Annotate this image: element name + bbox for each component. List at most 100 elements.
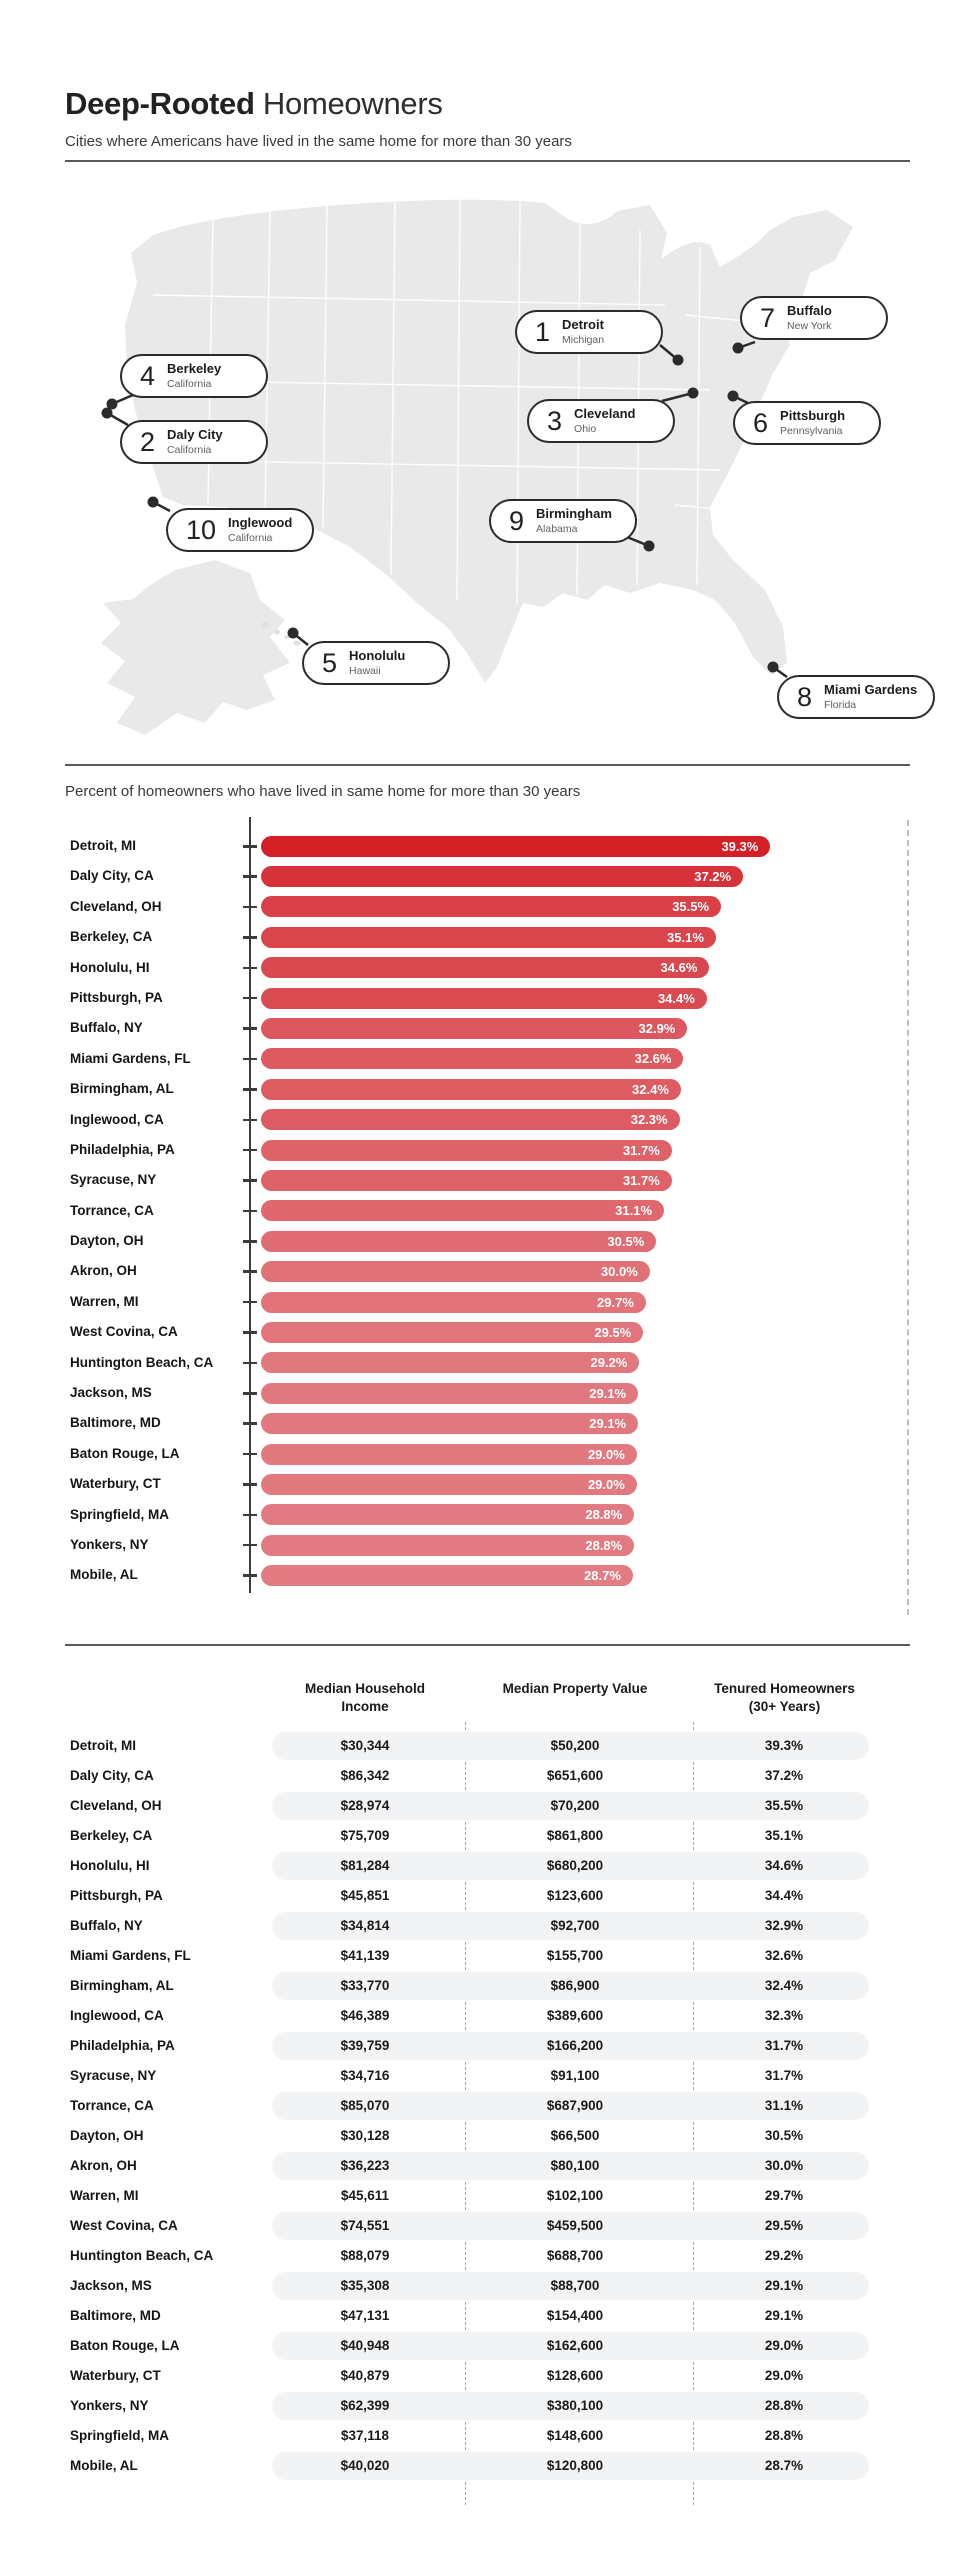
chart-axis-line bbox=[249, 817, 251, 1593]
table-cell-tenure: 28.8% bbox=[764, 2428, 804, 2443]
bar-value-label: 32.4% bbox=[632, 1081, 669, 1097]
table-cell-city: Mobile, AL bbox=[70, 2458, 138, 2473]
axis-tick bbox=[243, 1209, 257, 1213]
table-cell-income: $47,131 bbox=[340, 2308, 390, 2323]
callout-city: Buffalo bbox=[787, 303, 832, 318]
map-callout-miami-gardens: 8 Miami Gardens Florida bbox=[777, 675, 936, 719]
table-row: Akron, OH $36,223 $80,100 30.0% bbox=[0, 2151, 975, 2181]
axis-tick bbox=[243, 1422, 257, 1425]
bar-row: Daly City, CA 37.2% bbox=[0, 861, 975, 891]
table-cell-property-value: $154,400 bbox=[546, 2308, 604, 2323]
bar-value-label: 39.3% bbox=[721, 838, 759, 854]
table-cell-city: Miami Gardens, FL bbox=[70, 1948, 191, 1963]
axis-tick bbox=[243, 1270, 257, 1273]
table-cell-income: $37,118 bbox=[340, 2428, 390, 2443]
axis-tick bbox=[243, 1331, 257, 1334]
bar-row: Birmingham, AL 32.4% bbox=[0, 1074, 975, 1104]
bar-row: Baton Rouge, LA 29.0% bbox=[0, 1439, 975, 1469]
bar: 34.6% bbox=[261, 957, 710, 979]
row-highlight bbox=[272, 2452, 869, 2480]
table-cell-income: $40,020 bbox=[340, 2458, 390, 2473]
row-highlight bbox=[272, 1732, 869, 1760]
table-cell-income: $86,342 bbox=[340, 1768, 390, 1783]
callout-state: New York bbox=[787, 319, 832, 332]
callout-city: Miami Gardens bbox=[824, 682, 918, 697]
table-cell-city: Philadelphia, PA bbox=[70, 2038, 175, 2053]
row-highlight bbox=[272, 1912, 869, 1940]
callout-rank: 4 bbox=[140, 360, 156, 391]
bar-value-label: 28.7% bbox=[584, 1568, 621, 1584]
bar-category-label: Mobile, AL bbox=[70, 1567, 138, 1583]
row-highlight bbox=[272, 2212, 869, 2240]
bar-row: West Covina, CA 29.5% bbox=[0, 1317, 975, 1347]
table-cell-property-value: $380,100 bbox=[546, 2398, 604, 2413]
table-row: Berkeley, CA $75,709 $861,800 35.1% bbox=[0, 1821, 975, 1851]
table-row: Pittsburgh, PA $45,851 $123,600 34.4% bbox=[0, 1881, 975, 1911]
bar-category-label: Birmingham, AL bbox=[70, 1081, 174, 1097]
map-callout-berkeley: 4 Berkeley California bbox=[120, 354, 268, 398]
bar-category-label: Waterbury, CT bbox=[70, 1476, 161, 1492]
table-cell-income: $85,070 bbox=[340, 2098, 390, 2113]
bar-row: Dayton, OH 30.5% bbox=[0, 1226, 975, 1256]
bar-category-label: Torrance, CA bbox=[70, 1202, 154, 1218]
table-cell-income: $39,759 bbox=[340, 2038, 390, 2053]
bar: 32.3% bbox=[261, 1109, 680, 1131]
table-cell-income: $35,308 bbox=[340, 2278, 390, 2293]
table-cell-income: $45,611 bbox=[340, 2188, 390, 2203]
bar-category-label: Miami Gardens, FL bbox=[70, 1050, 191, 1066]
callout-state: Michigan bbox=[562, 333, 605, 346]
table-cell-property-value: $102,100 bbox=[546, 2188, 604, 2203]
bar-row: Inglewood, CA 32.3% bbox=[0, 1105, 975, 1135]
callout-state: Hawaii bbox=[349, 664, 381, 677]
axis-tick bbox=[243, 1118, 257, 1122]
bar-value-label: 29.0% bbox=[587, 1476, 625, 1492]
table-cell-tenure: 32.9% bbox=[764, 1918, 804, 1933]
table-row: Huntington Beach, CA $88,079 $688,700 29.2% bbox=[0, 2241, 975, 2271]
map-callout-honolulu: 5 Honolulu Hawaii bbox=[302, 641, 450, 685]
table-cell-income: $34,716 bbox=[340, 2068, 390, 2083]
table-row: Cleveland, OH $28,974 $70,200 35.5% bbox=[0, 1791, 975, 1821]
bar-category-label: Syracuse, NY bbox=[70, 1172, 157, 1188]
callout-rank: 6 bbox=[753, 407, 769, 438]
table-row: Jackson, MS $35,308 $88,700 29.1% bbox=[0, 2271, 975, 2301]
table-row: West Covina, CA $74,551 $459,500 29.5% bbox=[0, 2211, 975, 2241]
table-cell-property-value: $88,700 bbox=[550, 2278, 600, 2293]
bar-row: Detroit, MI 39.3% bbox=[0, 831, 975, 861]
axis-tick bbox=[243, 1543, 257, 1547]
bar-row: Warren, MI 29.7% bbox=[0, 1287, 975, 1317]
bar-value-label: 32.9% bbox=[638, 1021, 676, 1037]
table-cell-property-value: $128,600 bbox=[546, 2368, 604, 2383]
table-cell-city: Huntington Beach, CA bbox=[70, 2248, 214, 2263]
table-cell-city: Inglewood, CA bbox=[70, 2008, 164, 2023]
bar-value-label: 32.6% bbox=[634, 1051, 672, 1067]
bar-category-label: West Covina, CA bbox=[70, 1324, 178, 1340]
axis-tick bbox=[243, 1240, 257, 1243]
bar-row: Mobile, AL 28.7% bbox=[0, 1560, 975, 1590]
table-header-tenure: Tenured Homeowners (30+ Years) bbox=[714, 1681, 855, 1714]
map-callout-cleveland: 3 Cleveland Ohio bbox=[527, 399, 675, 443]
table-cell-city: West Covina, CA bbox=[70, 2218, 178, 2233]
bar-category-label: Jackson, MS bbox=[70, 1385, 152, 1401]
table-row: Waterbury, CT $40,879 $128,600 29.0% bbox=[0, 2361, 975, 2391]
bar-category-label: Warren, MI bbox=[70, 1293, 139, 1309]
callout-state: California bbox=[228, 531, 273, 544]
bar-row: Akron, OH 30.0% bbox=[0, 1256, 975, 1286]
table-cell-city: Akron, OH bbox=[70, 2158, 137, 2173]
table-cell-tenure: 35.5% bbox=[764, 1798, 804, 1813]
bar: 28.8% bbox=[261, 1504, 635, 1526]
table-cell-city: Torrance, CA bbox=[70, 2098, 154, 2113]
callout-city: Berkeley bbox=[167, 361, 222, 376]
table-cell-tenure: 34.6% bbox=[764, 1858, 804, 1873]
table-cell-income: $88,079 bbox=[340, 2248, 390, 2263]
row-highlight bbox=[272, 2152, 869, 2180]
table-row: Birmingham, AL $33,770 $86,900 32.4% bbox=[0, 1971, 975, 2001]
bar-value-label: 30.0% bbox=[600, 1264, 638, 1280]
callout-state: California bbox=[167, 443, 212, 456]
bar-category-label: Berkeley, CA bbox=[70, 929, 153, 945]
bar-category-label: Baltimore, MD bbox=[70, 1415, 161, 1431]
bar: 29.2% bbox=[261, 1352, 640, 1374]
table-cell-tenure: 32.3% bbox=[764, 2008, 804, 2023]
table-cell-city: Yonkers, NY bbox=[70, 2398, 149, 2413]
axis-tick bbox=[243, 905, 257, 909]
